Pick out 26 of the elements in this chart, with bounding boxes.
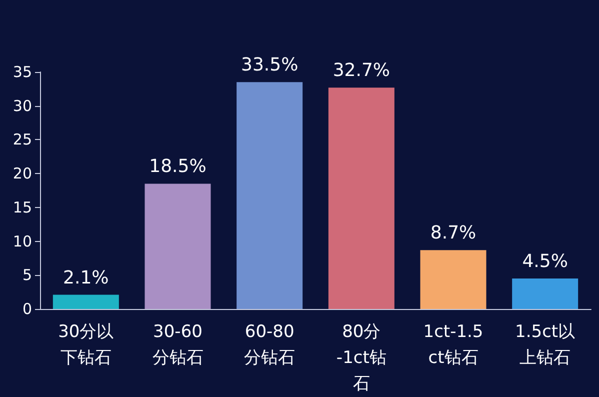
data-label: 18.5% [149, 156, 206, 178]
y-tick-label: 5 [22, 266, 32, 284]
bar [236, 82, 303, 309]
y-tick-label: 0 [22, 300, 32, 318]
x-tick-label: 1ct-1.5ct钻石 [423, 322, 484, 368]
data-label: 2.1% [63, 267, 109, 288]
y-tick-label: 20 [12, 164, 32, 183]
bar [420, 250, 486, 309]
data-label: 8.7% [430, 222, 476, 244]
x-tick-label: 30-60分钻石 [152, 322, 204, 368]
x-tick-label: 60-80分钻石 [244, 322, 296, 368]
data-label: 33.5% [240, 54, 298, 76]
y-tick-label: 15 [12, 198, 32, 216]
data-label: 32.7% [332, 60, 390, 82]
y-tick-label: 35 [12, 63, 32, 81]
bar [144, 184, 211, 309]
bar [52, 294, 119, 309]
data-label: 4.5% [522, 251, 568, 272]
x-tick-label: 80分-1ct钻石 [336, 322, 386, 394]
y-tick-label: 25 [12, 130, 32, 149]
y-tick-label: 10 [12, 232, 32, 250]
bar [328, 88, 394, 309]
bar [512, 278, 578, 309]
y-tick-label: 30 [12, 96, 32, 115]
x-tick-label: 30分以下钻石 [58, 322, 114, 368]
x-tick-label: 1.5ct以上钻石 [515, 322, 576, 368]
